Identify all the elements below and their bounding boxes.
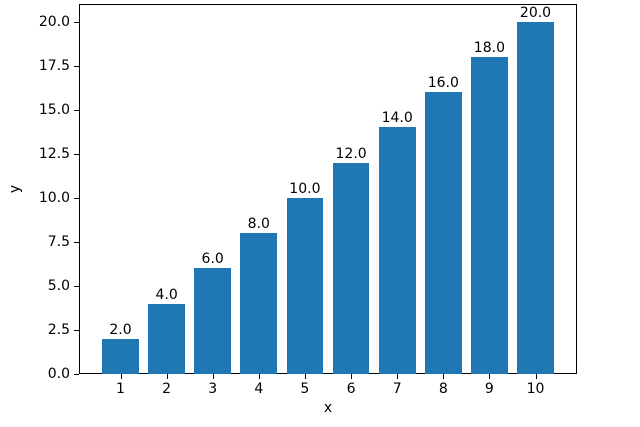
y-tick-label: 20.0 [38,13,70,30]
bar [240,233,278,374]
y-axis-label: y [7,184,23,194]
x-tick-label: 5 [300,381,310,397]
bar-value-label: 4.0 [155,286,178,303]
x-tick-mark [120,374,122,379]
y-tick-mark [74,21,79,23]
bar-value-label: 2.0 [109,321,132,338]
bar [470,56,508,374]
y-tick-mark [74,109,79,111]
bar-value-label: 14.0 [381,110,413,127]
x-tick-label: 3 [208,381,218,397]
y-tick-label: 17.5 [38,57,70,74]
y-tick-label: 0.0 [47,366,70,382]
x-tick-label: 8 [438,381,448,397]
x-tick-mark [535,374,537,379]
y-tick-label: 10.0 [38,189,70,206]
bar-value-label: 6.0 [201,251,224,268]
bar [102,338,139,374]
y-tick-mark [74,65,79,67]
y-tick-mark [74,197,79,199]
y-tick-label: 2.5 [47,322,70,338]
y-tick-mark [74,330,79,331]
y-tick-mark [74,374,79,375]
x-tick-label: 6 [346,381,356,397]
x-axis-label: x [323,400,333,416]
bar-value-label: 10.0 [289,180,321,197]
y-tick-label: 15.0 [38,101,70,118]
bar-value-label: 20.0 [519,4,552,21]
y-tick-mark [74,241,79,243]
bar [194,268,232,374]
bar [286,197,324,374]
x-tick-label: 9 [484,381,494,397]
bar [378,127,416,374]
y-tick-label: 5.0 [47,277,70,294]
x-tick-label: 7 [392,381,402,397]
bar [517,21,554,374]
x-tick-mark [212,374,214,379]
bar [424,92,462,374]
x-tick-mark [166,374,168,379]
x-tick-mark [397,374,399,379]
x-tick-label: 10 [526,381,545,397]
x-tick-label: 2 [162,381,172,397]
bar [332,162,370,374]
x-tick-mark [304,374,306,379]
bar-value-label: 12.0 [335,145,367,162]
y-tick-label: 12.5 [38,145,70,162]
x-tick-mark [351,374,353,379]
bar-value-label: 18.0 [473,39,505,56]
bar-value-label: 8.0 [247,216,270,232]
y-tick-mark [74,153,79,155]
bar-value-label: 16.0 [427,75,459,92]
y-tick-mark [74,285,79,287]
y-tick-label: 7.5 [47,233,70,250]
x-tick-mark [258,374,260,379]
x-tick-label: 4 [254,381,264,397]
bar [148,303,186,374]
x-tick-mark [489,374,491,379]
x-tick-mark [443,374,445,379]
x-tick-label: 1 [116,381,125,397]
